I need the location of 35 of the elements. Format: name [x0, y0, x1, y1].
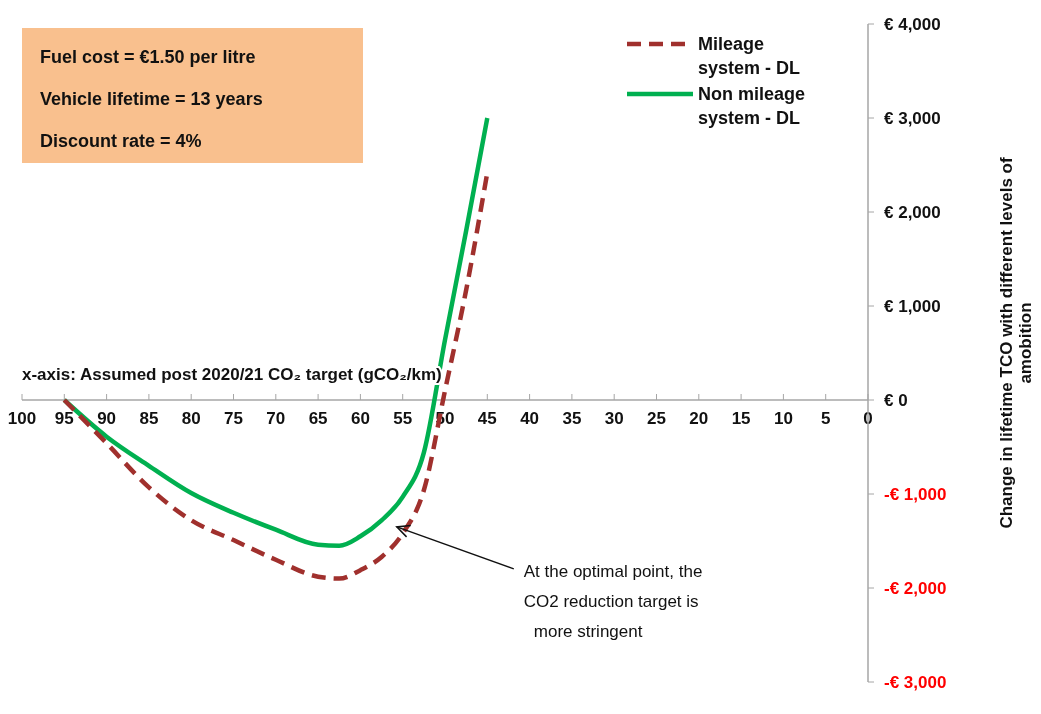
- x-tick-label: 40: [520, 409, 540, 428]
- x-tick-label: 5: [820, 409, 831, 428]
- x-tick-label: 75: [224, 409, 243, 428]
- x-tick-label: 25: [647, 409, 666, 428]
- x-tick-label: 15: [731, 409, 751, 428]
- x-tick-label: 60: [350, 409, 370, 428]
- x-tick-label: 10: [773, 409, 793, 428]
- x-tick-label: 30: [604, 409, 624, 428]
- y-tick-label: € 1,000: [884, 297, 941, 316]
- y-tick-label: -€ 3,000: [884, 673, 947, 692]
- annotation: Discount rate = 4%: [40, 131, 202, 151]
- x-tick-label: 95: [54, 409, 74, 428]
- x-tick-label: 90: [97, 409, 117, 428]
- y-tick-label: € 4,000: [884, 15, 941, 34]
- x-tick-label: 100: [7, 409, 37, 428]
- annotation: Fuel cost = €1.50 per litre: [40, 47, 256, 67]
- y-tick-label: € 3,000: [884, 109, 941, 128]
- legend-label: Non mileage system - DL: [698, 84, 806, 128]
- x-tick-label: 70: [266, 409, 286, 428]
- x-tick-label: 80: [181, 409, 201, 428]
- y-tick-label: -€ 1,000: [884, 485, 947, 504]
- x-tick-label: 35: [562, 409, 582, 428]
- x-tick-label: 65: [308, 409, 328, 428]
- x-tick-label: 55: [393, 409, 413, 428]
- x-tick-label: 85: [139, 409, 159, 428]
- legend-label: Mileage system - DL: [698, 34, 801, 78]
- annotation: At the optimal point, the CO2 reduction target is more stringent: [523, 561, 703, 641]
- x-tick-label: 45: [477, 409, 497, 428]
- x-tick-label: 20: [689, 409, 709, 428]
- y-tick-label: -€ 2,000: [884, 579, 947, 598]
- x-tick-label: 0: [863, 409, 873, 428]
- annotation: Vehicle lifetime = 13 years: [40, 89, 263, 109]
- y-tick-label: € 2,000: [884, 203, 941, 222]
- y-tick-label: € 0: [884, 391, 908, 410]
- y-axis-title: Change in lifetime TCO with different levels of amobition: [997, 157, 1035, 529]
